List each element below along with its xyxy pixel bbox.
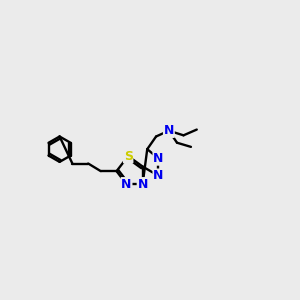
Text: N: N [164, 124, 174, 137]
Text: S: S [124, 150, 133, 163]
Text: N: N [137, 178, 148, 191]
Text: N: N [153, 169, 164, 182]
Text: N: N [153, 152, 164, 165]
Text: N: N [122, 178, 132, 191]
